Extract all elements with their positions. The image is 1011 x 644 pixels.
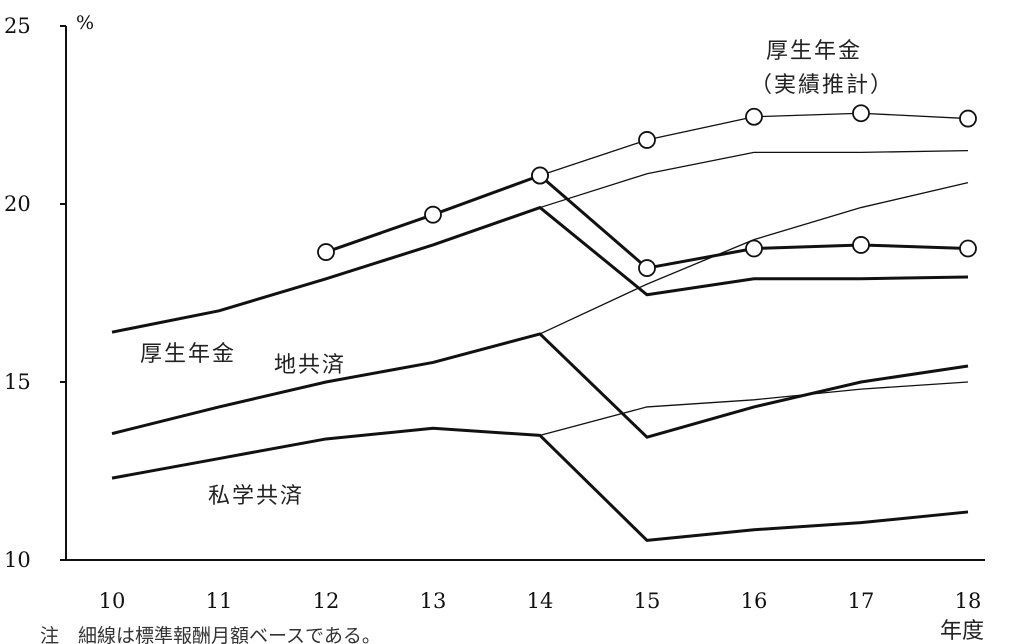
series-line	[325, 174, 969, 270]
series-3	[317, 166, 977, 277]
annotations: 厚生年金 （実績推計） 厚生年金 地共済 私学共済	[140, 39, 894, 509]
series-4	[111, 332, 969, 439]
series-line	[539, 381, 969, 437]
series-5	[539, 182, 969, 335]
x-tick-label: 11	[206, 589, 233, 613]
annotation-kosei-jisseki-2: （実績推計）	[750, 73, 894, 98]
annotation-kosei-jisseki-1: 厚生年金	[766, 39, 862, 64]
annotation-kosei: 厚生年金	[140, 342, 236, 367]
data-point-marker	[638, 259, 656, 277]
footnote: 注 細線は標準報酬月額ベースである。	[40, 625, 381, 644]
annotation-chikyosai: 地共済	[274, 353, 346, 378]
data-point-marker	[852, 236, 870, 254]
y-tick-label: 25	[4, 14, 31, 38]
series-1	[539, 149, 969, 209]
data-point-marker	[638, 131, 656, 149]
series-0	[111, 206, 969, 334]
data-point-marker	[424, 205, 442, 224]
y-tick-label: 10	[4, 548, 31, 572]
data-point-marker	[531, 166, 549, 185]
x-tick-label: 15	[634, 589, 661, 613]
x-tick-label: 18	[955, 589, 982, 613]
x-tick-label: 17	[848, 589, 875, 613]
data-point-marker	[959, 109, 977, 128]
x-tick-label: 10	[99, 589, 126, 613]
x-axis-label: 年度	[940, 619, 984, 644]
x-tick-label: 16	[741, 589, 768, 613]
series-2	[531, 104, 977, 185]
series-line	[111, 332, 969, 439]
data-point-marker	[959, 239, 977, 258]
x-tick-label: 13	[420, 589, 447, 613]
y-unit-label: %	[76, 12, 94, 34]
series-line	[539, 182, 969, 335]
data-point-marker	[745, 107, 763, 126]
series-line	[539, 149, 969, 209]
y-tick-label: 15	[4, 370, 31, 394]
data-point-marker	[745, 239, 763, 258]
x-tick-label: 12	[313, 589, 340, 613]
x-tick-label: 14	[527, 589, 554, 613]
series-layer	[111, 104, 977, 542]
annotation-shigaku: 私学共済	[208, 484, 304, 509]
axes: % 10 15 20 25 10 11 12 13 14 15 16 17 18 年度	[4, 12, 985, 644]
data-point-marker	[852, 104, 870, 123]
data-point-marker	[317, 243, 335, 261]
y-tick-label: 20	[4, 192, 31, 216]
series-line	[111, 206, 969, 334]
series-7	[539, 381, 969, 437]
